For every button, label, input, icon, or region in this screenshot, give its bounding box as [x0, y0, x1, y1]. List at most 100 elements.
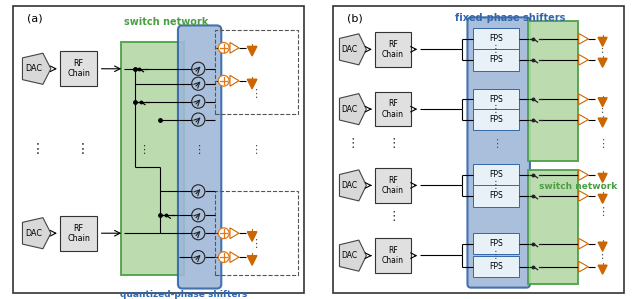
Bar [60, 216, 97, 251]
Text: ⋮: ⋮ [347, 137, 359, 150]
Polygon shape [247, 79, 257, 89]
Bar [375, 168, 411, 203]
Text: DAC: DAC [25, 229, 42, 238]
Polygon shape [579, 238, 588, 249]
Text: RF
Chain: RF Chain [67, 59, 90, 78]
Text: ⋮: ⋮ [491, 104, 500, 115]
Text: RF
Chain: RF Chain [381, 176, 404, 195]
Bar [472, 109, 519, 130]
Polygon shape [579, 170, 588, 180]
FancyBboxPatch shape [529, 21, 578, 161]
Bar [472, 49, 519, 71]
Polygon shape [230, 252, 239, 263]
Polygon shape [339, 94, 366, 125]
Text: ⋮: ⋮ [491, 250, 500, 260]
Text: FPS: FPS [489, 170, 502, 179]
Text: RF
Chain: RF Chain [381, 40, 404, 59]
Text: FPS: FPS [489, 239, 502, 248]
Bar [375, 92, 411, 126]
Polygon shape [230, 75, 239, 86]
Polygon shape [579, 94, 588, 105]
Polygon shape [598, 242, 607, 251]
Text: (a): (a) [27, 13, 43, 23]
Text: ⋮: ⋮ [491, 180, 500, 190]
Text: FPS: FPS [489, 262, 502, 271]
Polygon shape [247, 256, 257, 265]
Bar [472, 164, 519, 186]
Bar [215, 191, 298, 275]
Bar [60, 51, 97, 86]
Text: fixed-phase shifters: fixed-phase shifters [454, 13, 565, 23]
Polygon shape [598, 58, 607, 67]
Text: ⋮: ⋮ [250, 239, 261, 249]
FancyBboxPatch shape [529, 170, 578, 284]
Text: ⋮: ⋮ [596, 104, 607, 115]
Polygon shape [339, 34, 366, 65]
Bar [472, 185, 519, 207]
Polygon shape [579, 33, 588, 44]
Polygon shape [22, 218, 51, 249]
Text: quantized-phase shifters: quantized-phase shifters [120, 290, 248, 299]
FancyBboxPatch shape [121, 42, 184, 275]
Text: ⋮: ⋮ [387, 210, 399, 223]
Polygon shape [247, 46, 257, 56]
Text: ⋮: ⋮ [76, 143, 89, 156]
Polygon shape [230, 42, 239, 53]
Text: ⋮: ⋮ [193, 144, 204, 155]
Text: DAC: DAC [25, 64, 42, 73]
Text: FPS: FPS [489, 191, 502, 200]
Circle shape [218, 252, 229, 263]
Text: FPS: FPS [489, 55, 502, 64]
Polygon shape [230, 228, 239, 239]
Text: DAC: DAC [342, 181, 358, 190]
Text: ⋮: ⋮ [596, 250, 607, 260]
FancyBboxPatch shape [178, 25, 221, 289]
Polygon shape [579, 114, 588, 125]
Polygon shape [598, 37, 607, 46]
Polygon shape [579, 54, 588, 65]
Text: ⋮: ⋮ [596, 180, 607, 190]
Text: switch network: switch network [540, 182, 618, 191]
Text: ⋮: ⋮ [597, 207, 608, 217]
Text: ⋮: ⋮ [250, 89, 261, 99]
Text: ⋮: ⋮ [138, 144, 149, 155]
Polygon shape [598, 118, 607, 127]
Text: RF
Chain: RF Chain [381, 100, 404, 119]
Text: ⋮: ⋮ [491, 138, 502, 149]
Text: ⋮: ⋮ [31, 143, 44, 156]
Polygon shape [22, 53, 51, 84]
Text: DAC: DAC [342, 45, 358, 54]
Polygon shape [598, 194, 607, 203]
Circle shape [218, 228, 229, 239]
Text: DAC: DAC [342, 105, 358, 114]
Polygon shape [598, 173, 607, 182]
Circle shape [218, 42, 229, 53]
Circle shape [218, 75, 229, 86]
Polygon shape [598, 98, 607, 107]
Text: DAC: DAC [342, 251, 358, 260]
Text: ⋮: ⋮ [596, 44, 607, 54]
Text: FPS: FPS [489, 95, 502, 104]
Bar [375, 238, 411, 273]
Text: ⋮: ⋮ [250, 144, 261, 155]
Bar [472, 256, 519, 277]
Bar [375, 32, 411, 67]
Text: (b): (b) [347, 13, 363, 23]
FancyBboxPatch shape [467, 17, 530, 288]
Bar [472, 89, 519, 110]
Text: ⋮: ⋮ [491, 44, 500, 54]
Polygon shape [339, 240, 366, 271]
Polygon shape [579, 261, 588, 272]
Text: RF
Chain: RF Chain [381, 246, 404, 265]
Text: FPS: FPS [489, 34, 502, 43]
Bar [472, 28, 519, 50]
Bar [215, 30, 298, 114]
Bar [472, 233, 519, 254]
Text: RF
Chain: RF Chain [67, 224, 90, 243]
Polygon shape [339, 170, 366, 201]
Text: ⋮: ⋮ [597, 138, 608, 149]
Text: ⋮: ⋮ [387, 137, 399, 150]
Polygon shape [579, 190, 588, 201]
Text: FPS: FPS [489, 115, 502, 124]
Text: switch network: switch network [124, 17, 208, 27]
